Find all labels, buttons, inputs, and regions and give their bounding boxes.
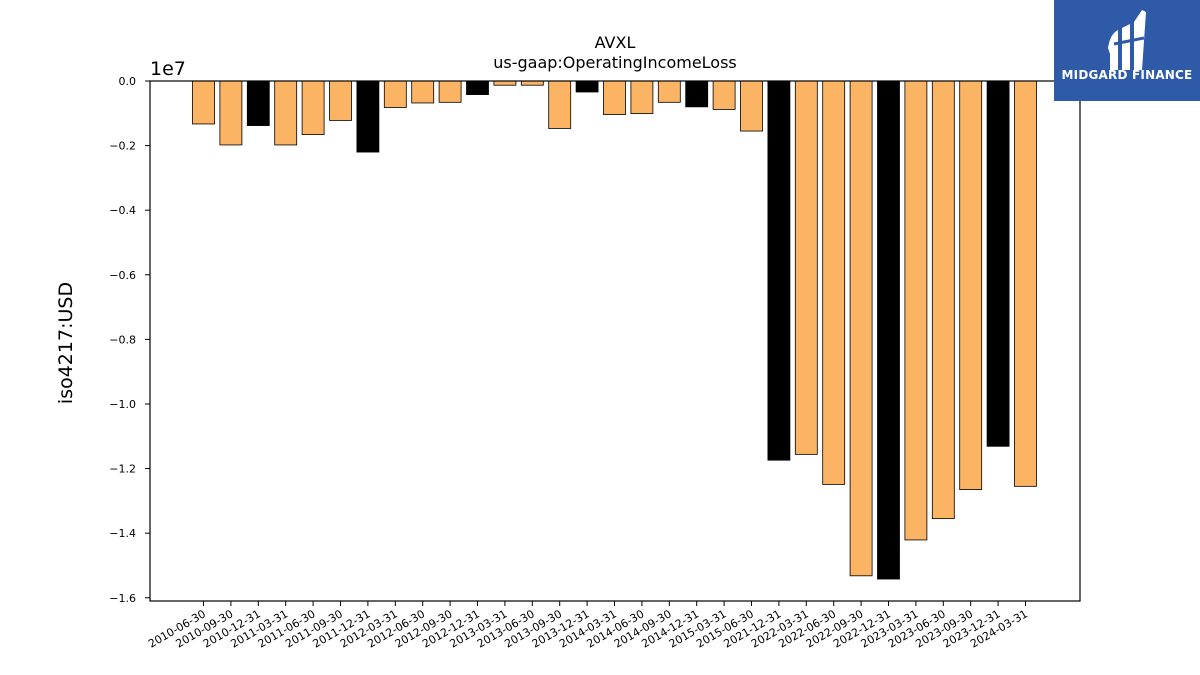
y-tick-label: −1.0 xyxy=(109,398,136,411)
bar xyxy=(767,80,791,461)
x-ticks-group: 2010-06-302010-09-302010-12-312011-03-31… xyxy=(146,601,1030,651)
bar xyxy=(931,80,955,520)
y-tick-label: −0.6 xyxy=(109,269,136,282)
plot-frame xyxy=(149,80,1081,602)
bar xyxy=(329,80,352,121)
bar xyxy=(849,80,873,577)
y-axis-label: iso4217:USD xyxy=(55,282,77,404)
bar xyxy=(1014,80,1037,487)
bar xyxy=(192,80,215,125)
bar xyxy=(575,80,599,93)
bar xyxy=(685,80,709,108)
brand-logo-mark-icon xyxy=(1108,10,1146,70)
y-tick-label: 0.0 xyxy=(119,75,137,88)
brand-logo: MIDGARD FINANCE xyxy=(1054,0,1200,101)
brand-name: MIDGARD FINANCE xyxy=(1061,68,1193,82)
bar xyxy=(548,80,572,129)
y-tick-label: −1.4 xyxy=(109,527,136,540)
bar xyxy=(219,80,243,146)
bar xyxy=(959,80,983,490)
y-offset-label: 1e7 xyxy=(150,58,186,80)
bar xyxy=(520,80,544,86)
bar xyxy=(712,80,736,110)
bar xyxy=(794,80,818,455)
bar xyxy=(877,80,900,580)
bar xyxy=(438,80,462,103)
bar xyxy=(904,80,928,541)
bar xyxy=(274,80,298,146)
bar xyxy=(356,80,380,153)
bar xyxy=(466,80,489,95)
bar xyxy=(383,80,407,108)
bar xyxy=(603,80,626,115)
bar xyxy=(657,80,681,103)
y-tick-label: −0.4 xyxy=(109,204,136,217)
y-tick-label: −1.2 xyxy=(109,463,136,476)
bar xyxy=(740,80,763,132)
chart-title: AVXL xyxy=(595,33,636,52)
bar xyxy=(986,80,1010,447)
bars-group xyxy=(192,80,1037,580)
y-ticks-group: 0.0 −0.2 −0.4 −0.6 −0.8 −1.0 −1.2 −1.4 −1.6 xyxy=(109,75,150,605)
bar xyxy=(301,80,325,136)
y-tick-label: −0.8 xyxy=(109,333,136,346)
bar xyxy=(630,80,654,115)
bar xyxy=(411,80,435,104)
y-tick-label: −0.2 xyxy=(109,140,136,153)
y-tick-label: −1.6 xyxy=(109,592,136,605)
bar xyxy=(493,80,517,86)
chart-subtitle: us-gaap:OperatingIncomeLoss xyxy=(493,53,737,72)
bar xyxy=(246,80,270,126)
bar xyxy=(822,80,846,485)
